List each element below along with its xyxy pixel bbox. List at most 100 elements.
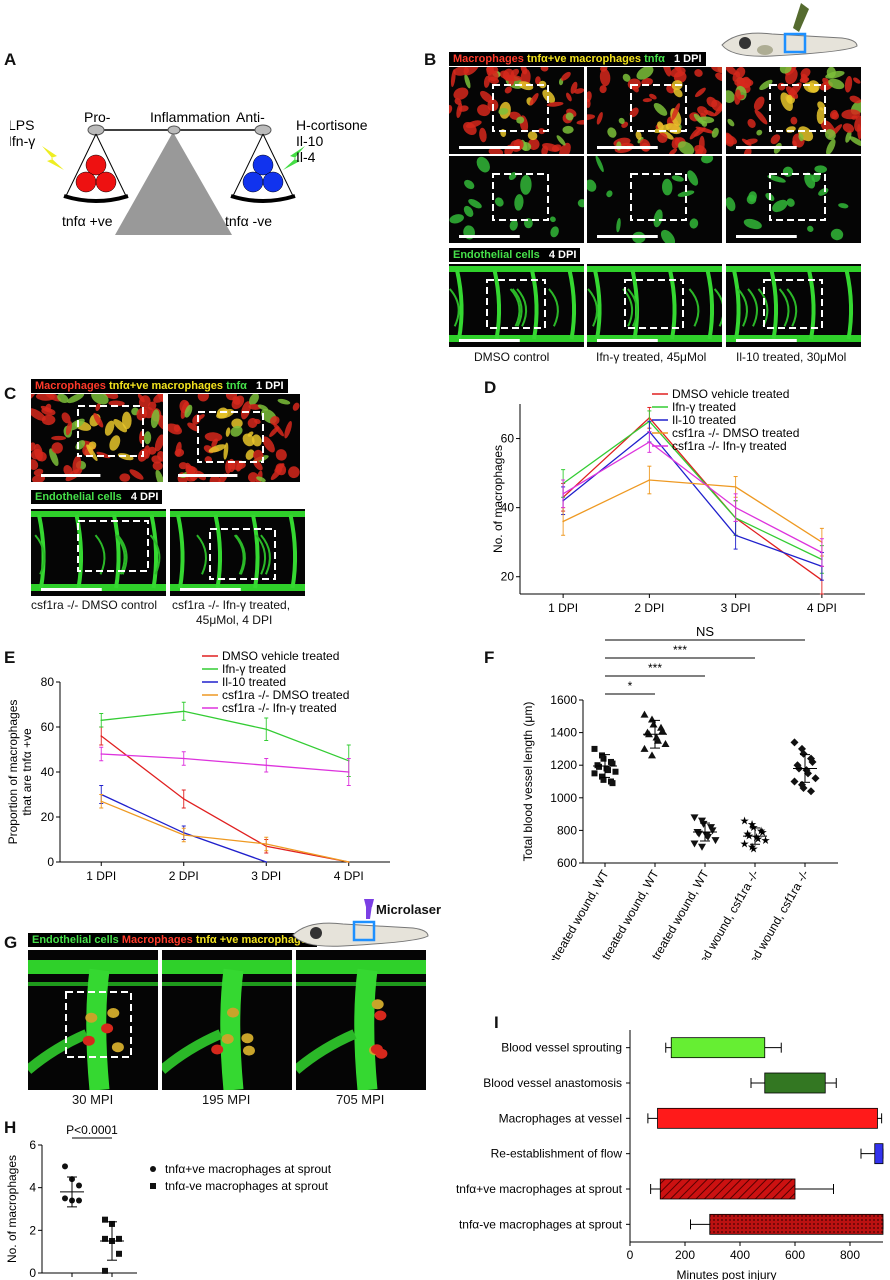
panel-label-c: C: [4, 384, 17, 403]
wound-region-box: [197, 411, 264, 463]
cell: [677, 190, 695, 197]
y-tick-label: 20: [501, 570, 515, 584]
data-point: [605, 767, 611, 774]
data-point: [265, 861, 268, 863]
macrophage-cell: [374, 1010, 387, 1021]
micro-g3-sprout-image: [296, 960, 426, 1090]
vessel-branch: [587, 288, 598, 327]
cell: [741, 76, 752, 89]
cell: [754, 109, 768, 125]
cell: [558, 142, 571, 154]
cell: [139, 395, 151, 409]
data-point: [609, 760, 616, 767]
vessel-branch: [511, 288, 523, 327]
cell: [829, 109, 838, 120]
cell: [465, 120, 482, 129]
micro-c2-macrophages-image: [168, 394, 300, 482]
macrophage-cell: [211, 1044, 224, 1055]
vessel-dorsal: [296, 960, 426, 974]
anti-label: Anti-: [236, 109, 265, 125]
pan-right: [230, 194, 296, 203]
vessel-dorsal: [587, 266, 722, 272]
cell: [269, 426, 280, 437]
chart-f: 600 800 1000 1200 1400 1600 Total blood vessel…: [521, 624, 838, 960]
cell: [671, 137, 680, 149]
cell: [727, 118, 735, 127]
cell: [826, 139, 836, 154]
data-point: [708, 827, 717, 835]
legend-entry: Ifn-γ treated: [672, 400, 736, 414]
legend-entry: csf1ra -/- Ifn-γ treated: [222, 701, 337, 715]
cell: [57, 394, 69, 404]
macrophage-cell: [227, 1007, 239, 1018]
scale-bar: [41, 588, 102, 591]
p-value-label: P<0.0001: [66, 1123, 118, 1137]
macrophage-cell: [82, 1035, 95, 1046]
tnf-negative-label: tnfα -ve: [225, 213, 272, 229]
data-point: ★: [747, 842, 757, 854]
legend-tnf-macrophages: tnfα+ve macrophages: [526, 53, 642, 65]
cell: [798, 133, 804, 142]
scale-bar: [597, 339, 658, 342]
vessel-arch: [296, 1029, 357, 1074]
y-tick-label: 2: [29, 1223, 36, 1237]
cell: [486, 67, 499, 74]
y-tick-label: 800: [557, 823, 577, 837]
fulcrum-pivot: [167, 125, 181, 135]
cell: [546, 101, 564, 107]
cell: [830, 228, 844, 241]
x-tick-label: 800: [840, 1248, 860, 1262]
cell: [187, 422, 200, 432]
cell: [284, 421, 292, 439]
legend-tnf-macrophages: tnfα+ve macrophages: [108, 380, 224, 392]
panel-label-g: G: [4, 933, 18, 952]
cell: [143, 431, 152, 445]
category-label: Blood vessel sprouting: [501, 1041, 622, 1055]
y-axis-label-line-2: that are tnfα +ve: [20, 728, 34, 816]
data-point: [807, 787, 815, 796]
y-tick-label: 20: [41, 810, 55, 824]
cell: [599, 85, 607, 94]
scale-bar: [180, 588, 241, 591]
cell: [540, 67, 549, 72]
wound-region-box: [630, 173, 687, 221]
cell: [642, 98, 653, 103]
cell: [587, 91, 592, 103]
pro-label: Pro-: [84, 109, 111, 125]
vessel-branch: [757, 288, 769, 327]
micro-c2-vessels: [170, 509, 305, 596]
y-axis-label: No. of macrophages: [5, 1155, 19, 1263]
cell: [587, 179, 597, 192]
legend-dpi4: 4 DPI: [548, 249, 577, 261]
cell: [800, 73, 808, 84]
cell: [156, 414, 163, 431]
y-tick-label: 1600: [550, 693, 577, 707]
cell: [476, 156, 490, 173]
data-point: [347, 771, 350, 773]
data-point: [596, 763, 602, 770]
legend-entry: csf1ra -/- Ifn-γ treated: [672, 439, 787, 453]
wound-region-box: [486, 279, 546, 329]
y-tick-label: 6: [29, 1138, 36, 1152]
cell: [596, 112, 603, 125]
cell: [208, 444, 226, 453]
legend-tnf-macrophages: tnfα +ve macrophages: [195, 934, 313, 946]
cell: [587, 114, 596, 121]
cell: [811, 172, 821, 183]
cell: [786, 198, 795, 207]
x-tick-label: 600: [785, 1248, 805, 1262]
x-tick-label: 3 DPI: [721, 601, 751, 615]
cell: [527, 131, 538, 141]
vessel-arch: [28, 1029, 89, 1074]
data-point: [690, 840, 699, 848]
pan-left-string-b: [95, 133, 127, 197]
data-point: ★: [747, 819, 757, 831]
timeline-bar: [657, 1107, 878, 1129]
micro-b3-macrophages-image: [726, 67, 861, 154]
data-point: ★: [740, 838, 750, 850]
scale-bar: [736, 235, 797, 238]
data-point: [102, 1267, 108, 1274]
pan-right-hook: [254, 124, 272, 136]
vessel-dorsal: [449, 266, 584, 272]
data-point: [808, 757, 817, 766]
